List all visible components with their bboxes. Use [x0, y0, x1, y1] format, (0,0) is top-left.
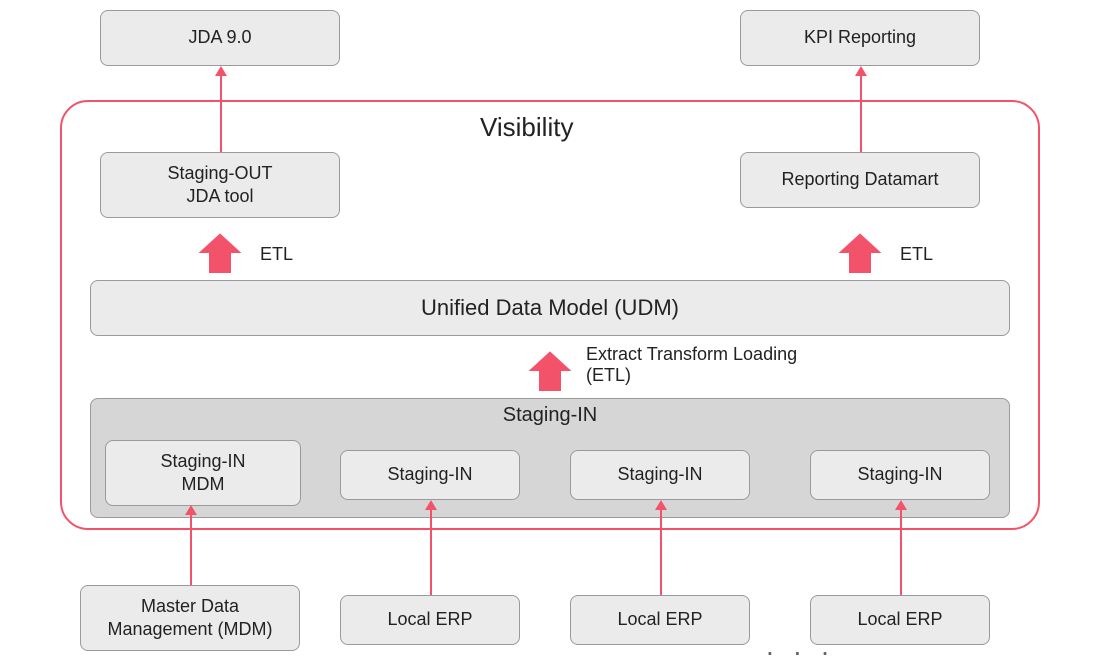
node-staging-in-1: Staging-IN [340, 450, 520, 500]
node-erp-1: Local ERP [340, 595, 520, 645]
node-label: Staging-OUT JDA tool [167, 162, 272, 209]
staging-in-title: Staging-IN [90, 404, 1010, 427]
node-label: Unified Data Model (UDM) [421, 294, 679, 323]
etl-label: ETL [260, 244, 293, 265]
node-label: Reporting Datamart [781, 168, 938, 191]
node-staging-out: Staging-OUT JDA tool [100, 152, 340, 218]
node-label: Staging-IN MDM [160, 450, 245, 497]
node-label: Staging-IN [617, 463, 702, 486]
node-kpi-reporting: KPI Reporting [740, 10, 980, 66]
node-label: Local ERP [617, 608, 702, 631]
node-label: Local ERP [857, 608, 942, 631]
node-label: Staging-IN [387, 463, 472, 486]
thin-arrow [190, 505, 192, 585]
node-erp-3: Local ERP [810, 595, 990, 645]
etl-label: Extract Transform Loading(ETL) [586, 344, 797, 386]
big-arrow-icon [192, 230, 248, 276]
node-udm: Unified Data Model (UDM) [90, 280, 1010, 336]
node-staging-in-mdm: Staging-IN MDM [105, 440, 301, 506]
thin-arrow [220, 66, 222, 152]
etl-label: ETL [900, 244, 933, 265]
node-label: Master Data Management (MDM) [107, 595, 272, 642]
node-label: Staging-IN [857, 463, 942, 486]
node-label: KPI Reporting [804, 26, 916, 49]
thin-arrow [430, 500, 432, 595]
node-label: JDA 9.0 [188, 26, 251, 49]
node-label: Local ERP [387, 608, 472, 631]
node-mdm: Master Data Management (MDM) [80, 585, 300, 651]
big-arrow-icon [522, 348, 578, 394]
node-staging-in-3: Staging-IN [810, 450, 990, 500]
node-jda90: JDA 9.0 [100, 10, 340, 66]
node-reporting-datamart: Reporting Datamart [740, 152, 980, 208]
thin-arrow [900, 500, 902, 595]
visibility-title: Visibility [480, 112, 573, 143]
node-erp-2: Local ERP [570, 595, 750, 645]
thin-arrow [660, 500, 662, 595]
ellipsis: . . . [766, 630, 835, 662]
thin-arrow [860, 66, 862, 152]
big-arrow-icon [832, 230, 888, 276]
node-staging-in-2: Staging-IN [570, 450, 750, 500]
